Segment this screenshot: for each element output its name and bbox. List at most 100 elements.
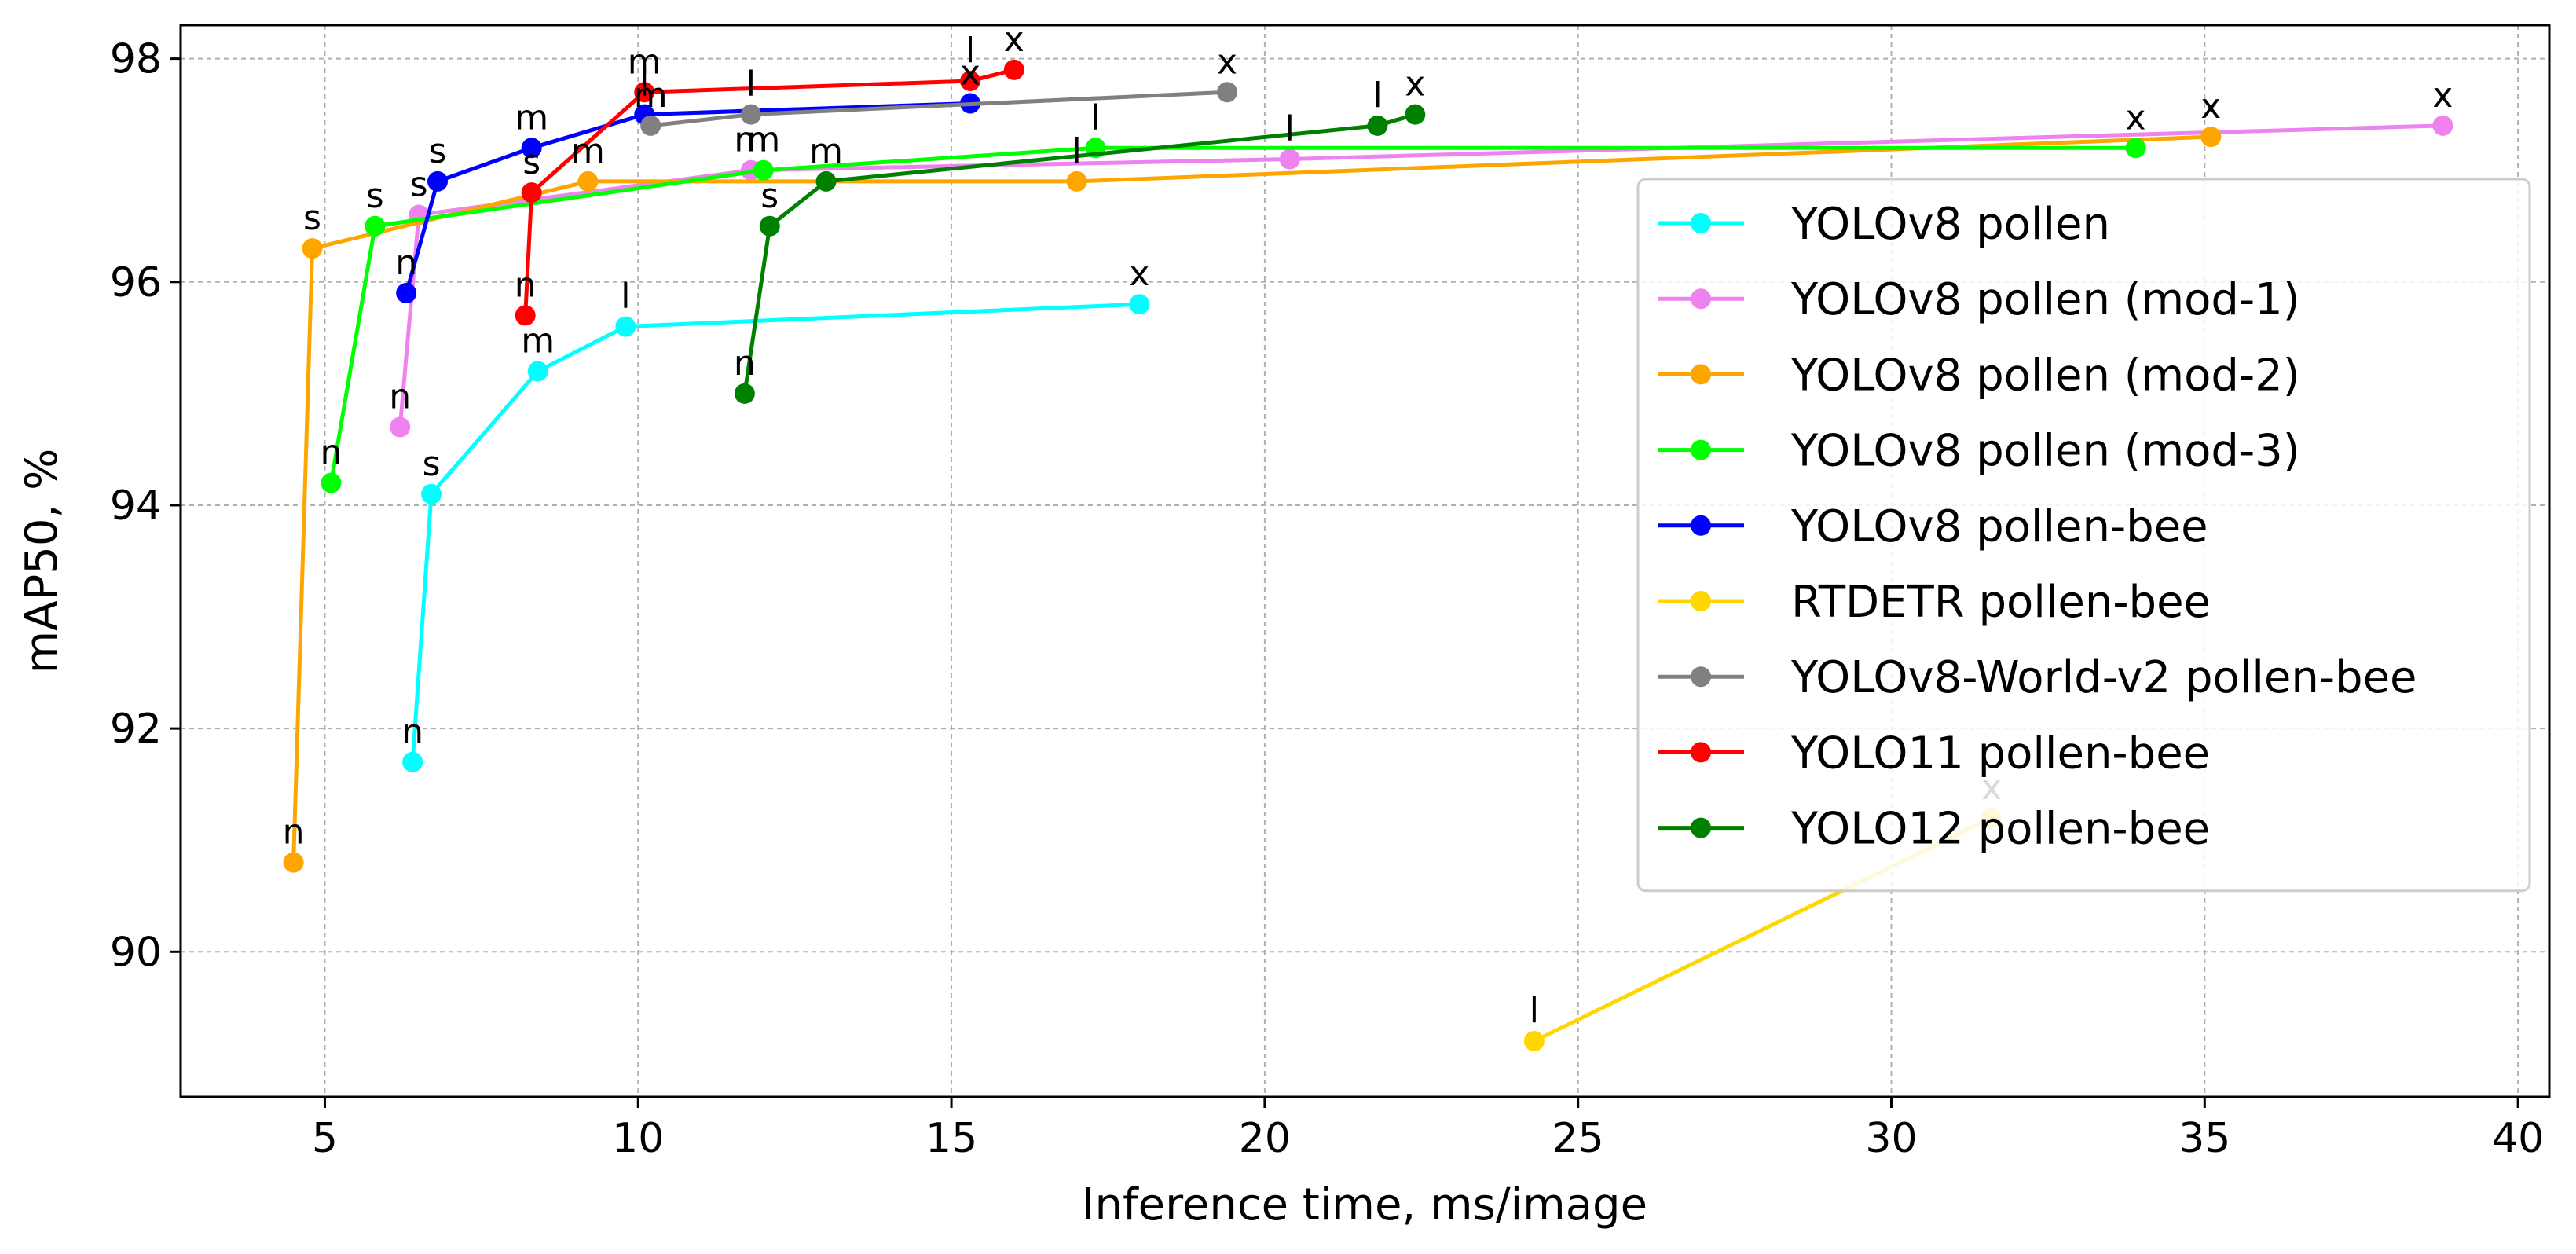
data-point: [521, 138, 542, 159]
legend-marker: [1691, 515, 1711, 536]
data-point: [1523, 1030, 1545, 1051]
legend-label: YOLOv8 pollen (mod-1): [1790, 274, 2300, 325]
point-label: s: [522, 142, 540, 182]
legend-marker: [1691, 591, 1711, 611]
point-label: l: [746, 64, 756, 104]
point-label: n: [389, 377, 411, 417]
data-point: [640, 115, 661, 136]
plot-frame: [179, 24, 2551, 1098]
y-tick-label: 96: [110, 259, 162, 306]
data-point: [2432, 115, 2453, 136]
data-point: [740, 104, 761, 125]
data-point: [427, 170, 449, 192]
point-label: m: [571, 131, 605, 171]
legend-marker: [1691, 439, 1711, 460]
point-label: l: [1530, 991, 1539, 1031]
data-point: [1129, 294, 1150, 315]
y-axis-title: mAP50, %: [16, 449, 68, 674]
point-label: m: [521, 321, 555, 361]
legend-entry: YOLOv8 pollen (mod-2): [1658, 350, 2300, 401]
point-label: n: [283, 812, 305, 852]
data-point: [390, 416, 411, 438]
legend: YOLOv8 pollen YOLOv8 pollen (mod-1) YOLOv8…: [1636, 178, 2531, 893]
point-label: l: [1072, 131, 1081, 171]
point-label: s: [423, 444, 441, 484]
legend-label: YOLO12 pollen-bee: [1790, 804, 2210, 855]
axis-ticks: 5 10 15 20 25 30 35 40 90 92 94 96 98: [110, 36, 2544, 1162]
point-label: m: [634, 75, 668, 116]
point-label: m: [746, 120, 780, 160]
data-point: [421, 483, 442, 504]
x-tick-label: 25: [1552, 1115, 1604, 1162]
legend-marker: [1691, 817, 1711, 838]
point-label: x: [2126, 97, 2146, 138]
series-2: [283, 126, 2222, 873]
legend-entry: YOLOv8 pollen (mod-3): [1658, 426, 2300, 477]
data-point: [321, 472, 342, 493]
data-point: [1279, 148, 1300, 170]
legend-marker: [1691, 288, 1711, 310]
series-6: [640, 82, 1238, 136]
point-label: m: [734, 120, 768, 160]
data-point: [734, 383, 755, 404]
point-label: s: [429, 131, 447, 171]
point-label: x: [1405, 64, 1425, 104]
point-label: n: [734, 343, 756, 383]
point-label: s: [366, 176, 384, 216]
point-label: l: [966, 31, 975, 71]
data-point: [302, 238, 323, 259]
data-point: [634, 82, 655, 103]
data-point: [960, 71, 980, 92]
legend-label: YOLO11 pollen-bee: [1790, 728, 2210, 779]
point-label: n: [401, 712, 423, 752]
point-label: m: [628, 42, 661, 82]
legend-entry: YOLO12 pollen-bee: [1658, 804, 2210, 855]
point-label: l: [1285, 109, 1295, 149]
data-point: [1367, 115, 1388, 136]
legend-entry: YOLOv8 pollen: [1658, 199, 2110, 250]
data-point: [1003, 59, 1024, 80]
point-label: l: [1372, 75, 1382, 116]
legend-entry: YOLOv8 pollen (mod-1): [1658, 274, 2300, 325]
series-7: [515, 59, 1024, 326]
point-label: m: [515, 97, 548, 138]
data-point: [615, 316, 636, 337]
point-label: l: [621, 277, 630, 317]
legend-marker: [1691, 742, 1711, 763]
point-label: n: [320, 433, 342, 473]
data-point: [1217, 82, 1238, 103]
series-8: [734, 104, 1426, 404]
point-label: n: [395, 243, 417, 283]
point-label: x: [960, 53, 980, 93]
point-label: l: [1090, 97, 1100, 138]
y-tick-label: 94: [110, 482, 162, 530]
series-0: [402, 294, 1150, 772]
legend-marker: [1691, 213, 1711, 233]
point-label: s: [303, 198, 321, 238]
legend-entry: YOLOv8 pollen-bee: [1658, 501, 2208, 552]
data-point: [527, 361, 548, 382]
data-point: [2125, 138, 2146, 159]
data-point: [759, 215, 780, 236]
point-label: m: [809, 131, 843, 171]
x-tick-label: 20: [1239, 1115, 1291, 1162]
data-point: [1066, 170, 1087, 192]
legend-label: RTDETR pollen-bee: [1791, 577, 2211, 628]
point-label: x: [2200, 86, 2221, 126]
legend-label: YOLOv8 pollen: [1790, 199, 2110, 250]
plot-area: [283, 59, 2453, 1051]
legend-marker: [1691, 364, 1711, 385]
point-labels: nsmlxnsmlxnsmlxnsmlxnsmlxlxmlxnsmlxnsmlx: [283, 20, 2453, 1031]
point-label: l: [639, 64, 649, 104]
data-point: [521, 182, 542, 204]
legend-label: YOLOv8 pollen (mod-2): [1790, 350, 2300, 401]
x-tick-label: 10: [612, 1115, 664, 1162]
point-label: x: [1217, 42, 1237, 82]
legend-label: YOLOv8 pollen-bee: [1790, 501, 2208, 552]
x-tick-label: 40: [2492, 1115, 2544, 1162]
data-point: [1405, 104, 1426, 125]
legend-entry: YOLOv8-World-v2 pollen-bee: [1658, 652, 2417, 703]
legend-entry: RTDETR pollen-bee: [1658, 577, 2211, 628]
x-tick-label: 35: [2178, 1115, 2230, 1162]
